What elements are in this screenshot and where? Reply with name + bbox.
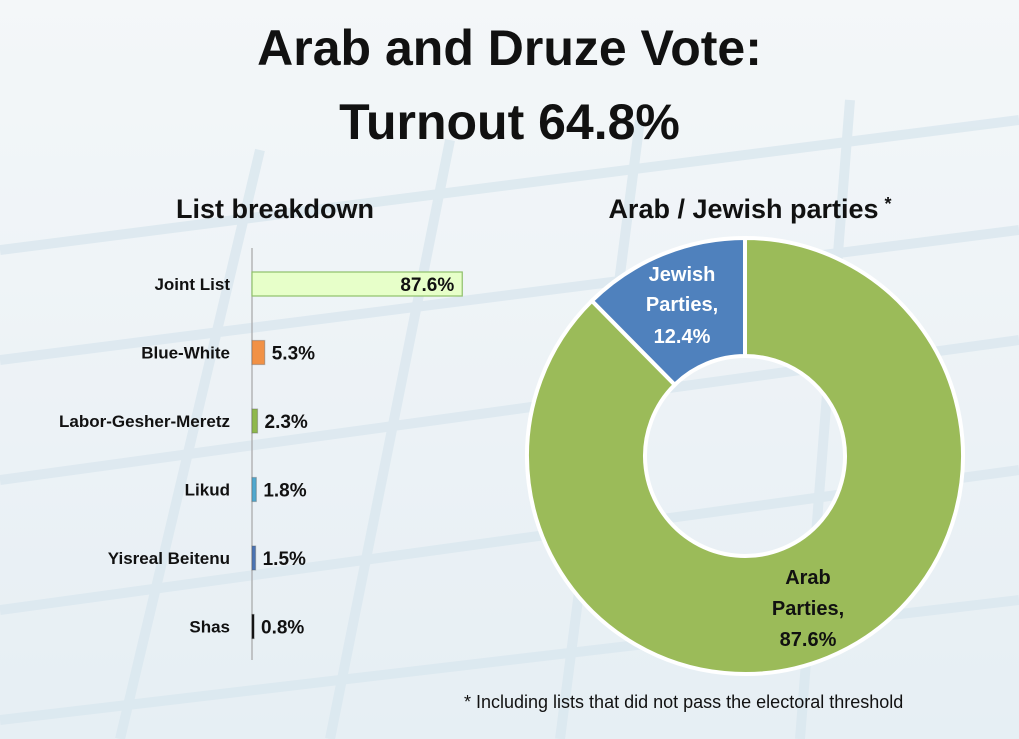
page-title-line2: Turnout 64.8%	[339, 94, 680, 150]
donut-slice-label: Parties,	[646, 294, 718, 316]
footnote: * Including lists that did not pass the …	[464, 692, 904, 712]
bar-value-label: 1.8%	[263, 481, 306, 502]
bar-category-label: Likud	[185, 481, 230, 500]
bar-category-label: Blue-White	[141, 344, 230, 363]
bar	[251, 408, 259, 434]
bar-value-label: 5.3%	[272, 344, 315, 365]
page-title-line1: Arab and Druze Vote:	[257, 20, 762, 76]
bar-category-label: Labor-Gesher-Meretz	[59, 412, 230, 431]
bar	[251, 339, 266, 366]
pie-chart-title-text: Arab / Jewish parties	[608, 194, 879, 224]
pie-chart-title-mark: *	[884, 194, 892, 214]
donut-slice-label: 87.6%	[780, 629, 837, 651]
bar-value-label: 2.3%	[265, 412, 308, 433]
donut-slice-label: Jewish	[649, 264, 716, 286]
donut-slice-label: Arab	[785, 567, 831, 589]
bar	[251, 613, 255, 640]
bar-value-label: 0.8%	[261, 618, 304, 639]
donut-slice-label: 12.4%	[654, 326, 711, 348]
bar-value-label: 1.5%	[263, 549, 306, 570]
bar	[251, 476, 257, 503]
bar	[251, 271, 463, 297]
bar-category-label: Yisreal Beitenu	[108, 549, 230, 568]
donut-slice-label: Parties,	[772, 598, 844, 620]
bar-chart-title: List breakdown	[175, 194, 375, 224]
bar	[251, 545, 257, 571]
bar-category-label: Shas	[189, 618, 230, 637]
pie-chart-title: Arab / Jewish parties *	[560, 194, 940, 225]
bar-value-label: 87.6%	[400, 275, 454, 296]
donut-slice	[525, 235, 965, 676]
bar-category-label: Joint List	[154, 275, 230, 294]
